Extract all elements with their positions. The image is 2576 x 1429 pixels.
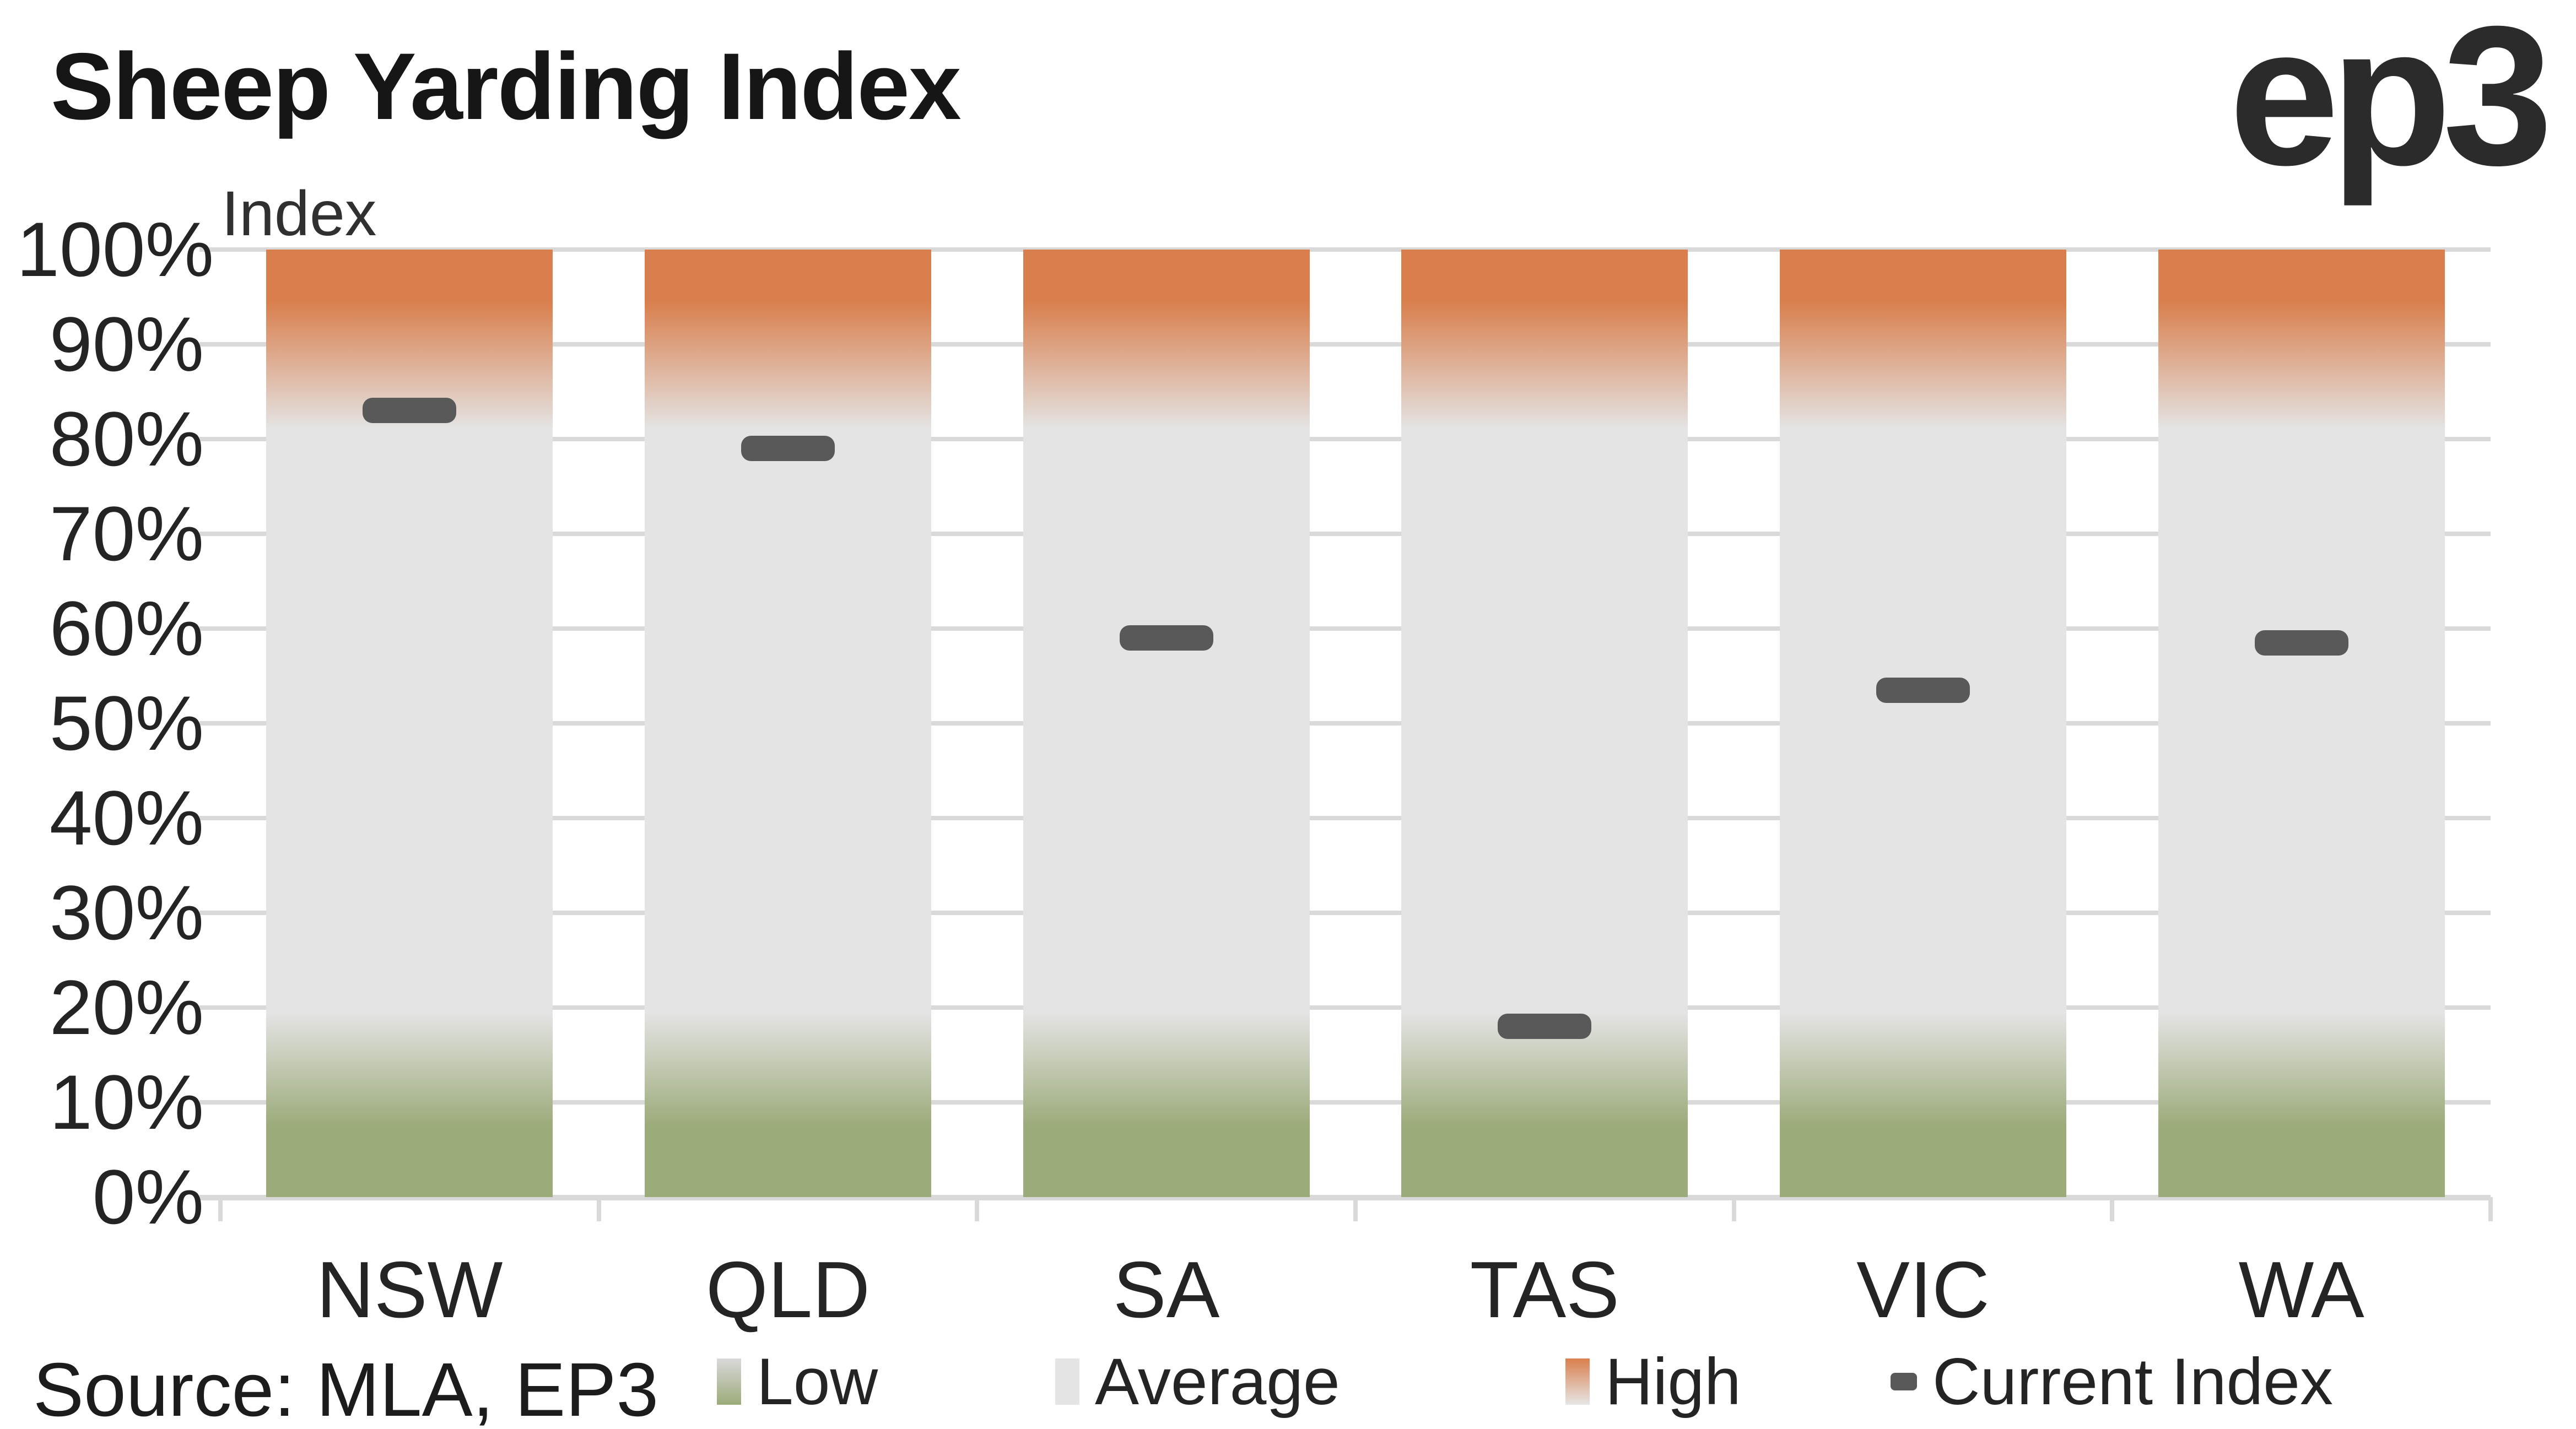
category-label: QLD (705, 1245, 871, 1334)
gridline (199, 816, 2491, 820)
y-tick-label: 70% (49, 490, 204, 577)
x-axis-tick (975, 1197, 980, 1221)
x-axis-tick (2110, 1197, 2115, 1221)
source-text: Source: MLA, EP3 (33, 1347, 659, 1429)
x-axis-tick (596, 1197, 601, 1221)
legend-label-current-index: Current Index (1932, 1345, 2334, 1419)
legend-item-high: High (1565, 1345, 1741, 1419)
legend-swatch-high-icon (1565, 1358, 1590, 1405)
x-axis-tick (2488, 1197, 2493, 1221)
gridline (199, 1100, 2491, 1105)
legend-label-low: Low (757, 1345, 878, 1419)
gridline (199, 342, 2491, 347)
index-range-bar (1023, 250, 1310, 1197)
index-range-bar (1780, 250, 2066, 1197)
category-label: WA (2238, 1245, 2364, 1334)
y-tick-label: 100% (17, 206, 214, 293)
index-range-bar (645, 250, 931, 1197)
category-label: NSW (316, 1245, 503, 1334)
current-index-marker (741, 436, 835, 462)
page-title: Sheep Yarding Index (51, 34, 962, 139)
category-label: TAS (1470, 1245, 1619, 1334)
gridline (199, 437, 2491, 441)
legend: Low Average High Current Index (0, 1345, 2576, 1419)
current-index-marker (363, 398, 457, 424)
ep3-logo: ep3 (2229, 0, 2553, 207)
current-index-marker (1876, 677, 1970, 703)
y-tick-label: 80% (49, 396, 204, 482)
y-tick-label: 30% (49, 869, 204, 956)
y-tick-label: 50% (49, 680, 204, 766)
x-axis-tick (1353, 1197, 1358, 1221)
y-tick-label: 40% (49, 775, 204, 861)
legend-swatch-low-icon (717, 1358, 741, 1405)
y-axis-title: Index (222, 178, 377, 249)
index-range-bar (2158, 250, 2445, 1197)
y-tick-label: 90% (49, 301, 204, 387)
legend-swatch-current-index-icon (1891, 1373, 1917, 1390)
gridline (199, 532, 2491, 536)
gridline (199, 1195, 2491, 1200)
x-axis-tick (218, 1197, 223, 1221)
gridline (199, 911, 2491, 915)
y-tick-label: 0% (92, 1154, 204, 1240)
legend-item-current-index: Current Index (1891, 1345, 2333, 1419)
x-axis-tick (1731, 1197, 1736, 1221)
y-tick-label: 20% (49, 964, 204, 1051)
current-index-marker (1119, 625, 1213, 651)
gridline (199, 247, 2491, 252)
gridline (199, 1005, 2491, 1010)
current-index-marker (2254, 630, 2348, 656)
legend-label-high: High (1605, 1345, 1741, 1419)
legend-label-average: Average (1095, 1345, 1340, 1419)
y-tick-label: 60% (49, 585, 204, 672)
current-index-marker (1498, 1014, 1592, 1040)
gridline (199, 721, 2491, 726)
legend-swatch-average-icon (1055, 1358, 1079, 1405)
gridline (199, 626, 2491, 631)
category-label: SA (1113, 1245, 1220, 1334)
index-range-bar (266, 250, 553, 1197)
category-label: VIC (1856, 1245, 1990, 1334)
index-range-bar (1401, 250, 1688, 1197)
y-tick-label: 10% (49, 1059, 204, 1145)
legend-item-average: Average (1055, 1345, 1340, 1419)
legend-item-low: Low (717, 1345, 878, 1419)
